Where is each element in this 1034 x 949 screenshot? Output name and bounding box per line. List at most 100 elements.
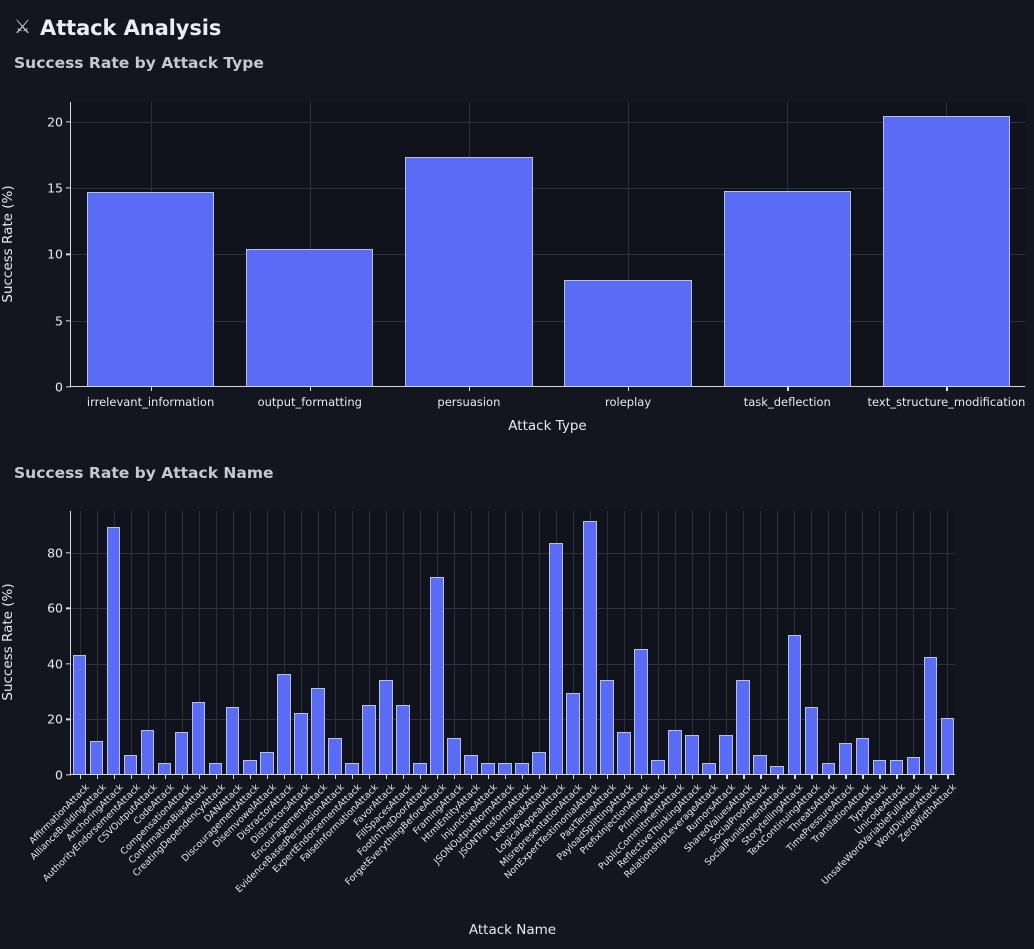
bar[interactable] [345, 762, 359, 774]
bar[interactable] [515, 762, 529, 774]
bar[interactable] [191, 701, 206, 774]
gridline-vertical [317, 511, 319, 774]
bar[interactable] [770, 765, 785, 774]
bar[interactable] [906, 757, 921, 774]
x-axis-tick-mark [828, 774, 830, 779]
bar[interactable] [634, 648, 648, 774]
gridline-vertical [470, 511, 472, 774]
x-axis-tick-mark [743, 774, 745, 779]
y-axis-tick-label: 60 [47, 600, 63, 616]
bar[interactable] [855, 737, 870, 774]
bar[interactable] [498, 762, 512, 774]
bar[interactable] [106, 526, 121, 774]
gridline-vertical [628, 102, 630, 386]
gridline-vertical [522, 511, 523, 774]
bar[interactable] [327, 737, 342, 774]
bar[interactable] [600, 679, 614, 774]
bar[interactable] [668, 729, 682, 774]
x-axis-tick-mark [232, 774, 234, 779]
gridline-vertical [130, 511, 132, 774]
bar[interactable] [447, 737, 461, 774]
x-axis-tick-mark [266, 774, 269, 779]
gridline-horizontal [71, 121, 1025, 123]
bar[interactable] [872, 760, 887, 774]
bar[interactable] [362, 704, 376, 774]
gridline-vertical [760, 511, 762, 774]
bar[interactable] [208, 762, 223, 774]
bar[interactable] [379, 679, 393, 774]
bar[interactable] [86, 192, 215, 386]
bar[interactable] [413, 762, 427, 774]
bar[interactable] [259, 751, 274, 774]
bar[interactable] [242, 760, 257, 774]
bar[interactable] [889, 760, 904, 774]
bar[interactable] [723, 191, 851, 386]
x-axis-tick-label: text_structure_modification [867, 395, 1026, 409]
chart1-y-axis-label: Success Rate (%) [0, 184, 16, 303]
gridline-vertical [96, 511, 98, 774]
bar[interactable] [923, 657, 938, 774]
x-axis-tick-mark [198, 774, 200, 779]
bar[interactable] [123, 754, 138, 774]
bar[interactable] [719, 735, 734, 774]
chart-success-rate-by-attack-type: Success Rate (%) Attack Type 0 5 10 15 20 irr… [0, 84, 1034, 444]
gridline-vertical [828, 511, 830, 774]
x-axis-tick-mark [760, 774, 762, 779]
bar[interactable] [804, 707, 819, 774]
bar[interactable] [753, 754, 768, 774]
bar[interactable] [549, 543, 563, 774]
gridline-vertical [266, 511, 268, 774]
x-axis-tick-mark [947, 774, 949, 779]
bar[interactable] [566, 693, 580, 774]
bar[interactable] [310, 687, 325, 774]
gridline-vertical [607, 511, 609, 774]
x-axis-tick-mark [624, 774, 626, 779]
bar[interactable] [157, 762, 172, 774]
y-axis-tick-label: 20 [47, 711, 63, 727]
bar[interactable] [72, 654, 87, 774]
x-axis-tick-label: roleplay [605, 395, 652, 409]
bar[interactable] [787, 635, 802, 774]
y-axis-tick-mark [66, 663, 71, 665]
gridline-vertical [487, 511, 489, 774]
bar[interactable] [276, 673, 291, 774]
bar[interactable] [736, 679, 751, 774]
bar[interactable] [140, 729, 155, 774]
bar[interactable] [464, 754, 478, 774]
gridline-horizontal [71, 188, 1025, 190]
bar[interactable] [882, 115, 1011, 386]
bar[interactable] [481, 762, 495, 774]
bar[interactable] [405, 156, 533, 386]
gridline-vertical [896, 511, 898, 774]
bar[interactable] [685, 735, 699, 774]
bar[interactable] [532, 751, 546, 774]
bar[interactable] [702, 762, 717, 774]
bar[interactable] [940, 718, 955, 774]
bar[interactable] [89, 740, 104, 774]
bar[interactable] [396, 704, 410, 774]
gridline-vertical [368, 511, 370, 774]
x-axis-tick-mark [351, 774, 354, 779]
x-axis-tick-mark [628, 386, 630, 391]
x-axis-tick-mark [436, 774, 439, 779]
gridline-vertical [283, 511, 285, 774]
gridline-vertical [675, 511, 677, 774]
y-axis-tick-mark [66, 187, 71, 189]
bar[interactable] [651, 760, 665, 774]
bar[interactable] [564, 279, 692, 386]
bar[interactable] [225, 707, 240, 774]
x-axis-tick-mark [641, 774, 643, 779]
bar[interactable] [583, 521, 597, 774]
bar[interactable] [293, 712, 308, 774]
bar[interactable] [617, 732, 631, 774]
bar[interactable] [838, 743, 853, 774]
section-title-attack-type: Success Rate by Attack Type [14, 54, 264, 72]
bar[interactable] [430, 576, 444, 774]
bar[interactable] [821, 762, 836, 774]
gridline-vertical [249, 511, 251, 774]
bar[interactable] [246, 249, 374, 386]
gridline-horizontal [71, 254, 1025, 256]
x-axis-tick-mark [147, 774, 149, 779]
gridline-vertical [726, 511, 728, 774]
bar[interactable] [174, 732, 189, 774]
